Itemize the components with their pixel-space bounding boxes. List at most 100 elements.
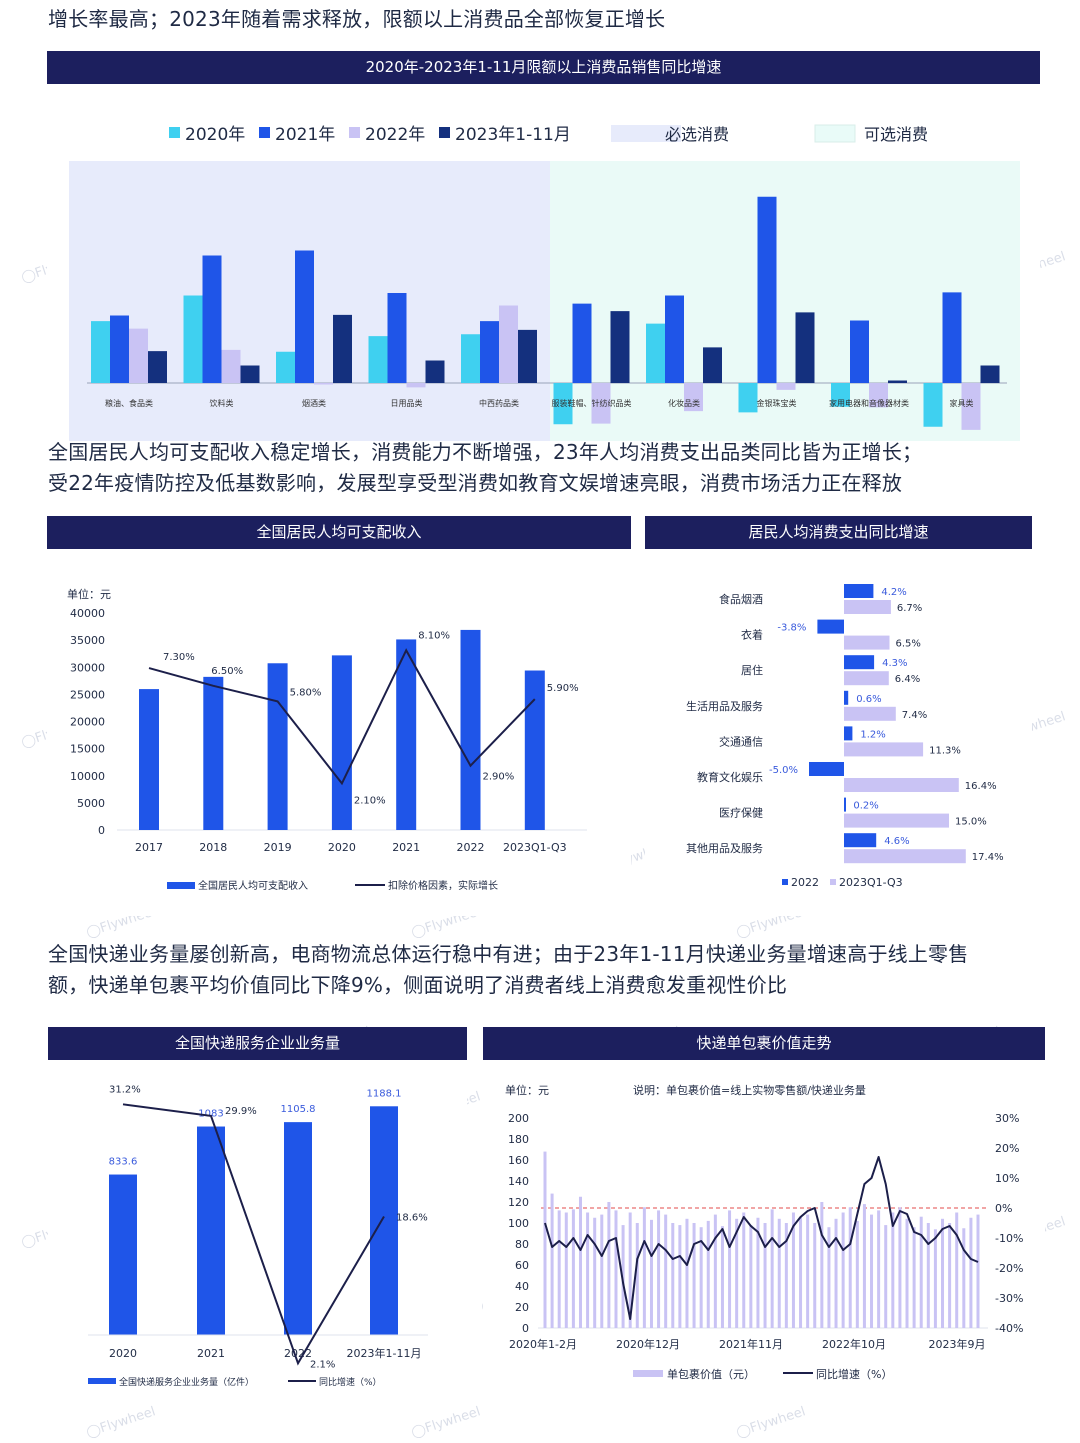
y-right-tick-label: 20% [995,1142,1019,1155]
legend-swatch [349,127,360,138]
bar-2023年1-11月-家用电器和音像器材类 [888,380,907,383]
parcel-bar [635,1223,639,1328]
bar-2020年-家用电器和音像器材类 [831,383,850,407]
bar-2023-生活用品及服务 [844,706,896,721]
bar-2022-其他用品及服务 [844,833,877,848]
panel-title-spending: 居民人均消费支出同比增速 [645,516,1032,549]
growth-line [148,648,536,786]
parcel-bar [898,1207,902,1328]
value-label-2023: 17.4% [972,852,1004,863]
x-tick-label: 2020年1-2月 [509,1337,577,1351]
income-bar-2017 [139,689,159,830]
bar-2023年1-11月-化妆品类 [703,347,722,383]
x-tick-label: 2022年10月 [822,1337,886,1351]
legend-label: 扣除价格因素，实际增长 [388,879,498,892]
value-label-2022: 4.2% [881,587,906,598]
value-label-2023: 6.4% [895,674,920,685]
bar-2021年-粮油、食品类 [110,315,129,383]
y-left-tick-label: 60 [515,1259,529,1272]
parcel-bar [919,1216,923,1328]
bar-2022年-化妆品类 [684,383,703,412]
bar-2023-居住 [844,671,889,686]
x-tick-label: 2017 [135,841,163,854]
y-left-tick-label: 0 [522,1322,529,1335]
parcel-bar [607,1202,611,1328]
bar-2020年-烟酒类 [276,351,295,383]
parcel-bar [664,1214,668,1328]
category-label: 居住 [741,663,763,677]
growth-label: 18.6% [396,1212,428,1223]
parcel-bar [777,1218,781,1328]
legend-swatch [830,879,836,885]
y-left-tick-label: 80 [515,1238,529,1251]
panel-title-parcel: 快递单包裹价值走势 [483,1027,1045,1060]
income-bar-2022 [460,629,481,830]
y-right-tick-label: 0% [995,1202,1012,1215]
legend-swatch [169,127,180,138]
value-label-2022: 0.6% [856,694,881,705]
legend-swatch [439,127,450,138]
parcel-bar [649,1219,653,1328]
x-tick-label: 2020 [109,1347,137,1360]
parcel-bar [614,1210,618,1328]
bar-2021年-金银珠宝类 [757,196,777,383]
bar-2022-交通通信 [844,726,853,741]
parcel-bar [926,1223,930,1328]
panel-express: 全国快递服务企业业务量 833.6 2020 1083 2021 1105.8 2022 1… [48,1027,467,1397]
parcel-bar [891,1212,895,1328]
legend-swatch-zone [814,124,856,143]
income-bar-2019 [267,663,288,830]
bar-2021年-中西药品类 [480,321,499,383]
parcel-bar [628,1212,632,1328]
growth-line [122,1103,385,1366]
category-label: 生活用品及服务 [686,699,763,713]
growth-label: 8.10% [418,630,450,641]
bar-2023-交通通信 [844,742,924,757]
parcel-bar [550,1193,554,1328]
value-label-2023: 7.4% [902,710,927,721]
y-left-tick-label: 20 [515,1301,529,1314]
x-tick-label: 2022 [457,841,485,854]
legend-label: 2023Q1-Q3 [839,876,903,889]
bar-2022-居住 [844,655,875,670]
y-left-tick-label: 200 [508,1112,529,1125]
x-tick-label: 2023年9月 [929,1337,986,1351]
y-tick-label: 5000 [77,797,105,810]
x-tick-label: 家用电器和音像器材类 [829,398,909,408]
bar-2022-教育文化娱乐 [809,762,844,776]
heading-express-line1: 全国快递业务量屡创新高，电商物流总体运行稳中有进；由于23年1-11月快递业务量… [48,942,969,966]
heading-income-line2: 受22年疫情防控及低基数影响，发展型享受型消费如教育文娱增速亮眼，消费市场活力正… [48,471,903,495]
panel-parcel: 快递单包裹价值走势 单位：元 说明：单包裹价值=线上实物零售额/快递业务量 0 20 4… [483,1027,1045,1397]
income-bar-2021 [396,639,417,830]
legend-label: 单包裹价值（元） [667,1367,755,1381]
parcel-bar [692,1223,696,1328]
bar-2020年-金银珠宝类 [738,383,758,413]
watermark-text: ◯Flywheel [84,1404,158,1441]
bar-2023-衣着 [844,635,890,650]
growth-label: 5.90% [547,683,579,694]
parcel-bar [848,1207,852,1328]
bar-2023-医疗保健 [844,813,949,828]
parcel-bar [678,1225,682,1328]
bar-2023-食品烟酒 [844,600,891,614]
parcel-bar [657,1210,661,1328]
growth-label: 2.10% [354,795,386,806]
parcel-bar [813,1223,817,1328]
watermark-text: ◯Flywheel [734,1404,808,1441]
parcel-bar [621,1225,625,1328]
x-tick-label: 家具类 [950,398,974,408]
legend-label: 同比增速（%） [319,1376,382,1388]
heading-express-line2: 额，快递单包裹平均价值同比下降9%，侧面说明了消费者线上消费愈发重视性价比 [48,973,788,997]
y-tick-label: 15000 [70,743,105,756]
x-tick-label: 2021年11月 [719,1337,783,1351]
bar-2021年-化妆品类 [665,295,684,383]
category-label: 食品烟酒 [719,592,763,606]
legend-swatch [782,879,788,885]
parcel-bar [841,1212,845,1328]
bar-2023年1-11月-烟酒类 [333,314,352,383]
bar-2020年-中西药品类 [461,334,480,383]
bar-2023年1-11月-家具类 [980,365,1000,383]
y-tick-label: 10000 [70,770,105,783]
bar-2020年-家具类 [923,383,943,427]
parcel-bar [962,1228,966,1328]
